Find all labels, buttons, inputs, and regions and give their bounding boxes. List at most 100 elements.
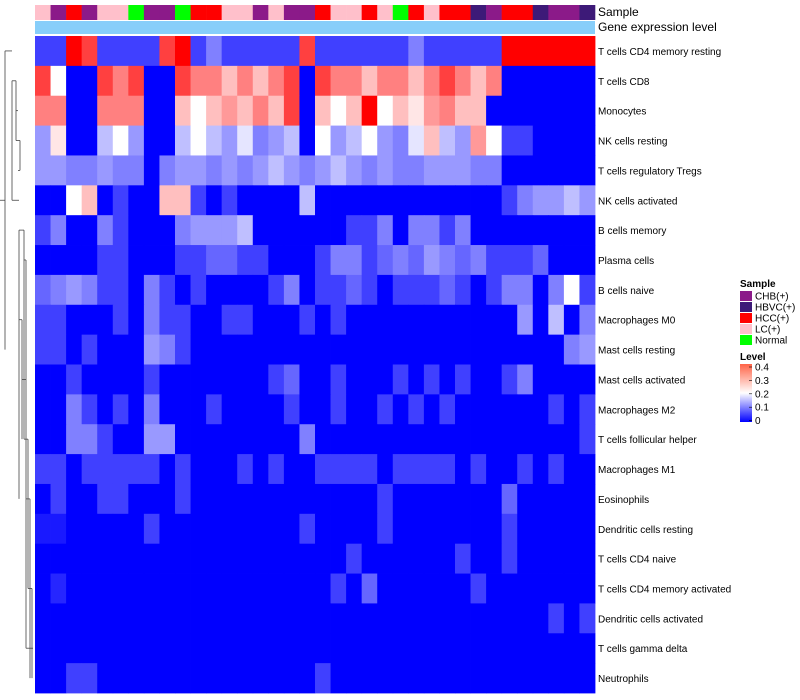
heatmap-cell [268,394,285,425]
heatmap-cell [439,155,456,186]
heatmap-cell [501,364,518,395]
heatmap-cell [283,513,300,545]
sample-annotation-cell [439,5,456,20]
heatmap-cell [268,573,285,604]
heatmap-cell [268,36,285,67]
heatmap-cell [532,663,549,694]
heatmap-cell [112,215,129,246]
row-label: T cells CD8 [598,77,650,88]
row-labels: T cells CD4 memory resting T cells CD8 Mon… [598,47,731,685]
heatmap-cell [439,95,456,126]
heatmap-cell [128,483,145,515]
heatmap-cell [408,573,425,604]
heatmap-cell [377,334,394,365]
legend-sample-label: HBVC(+) [755,303,795,314]
heatmap-cell [517,274,534,306]
sample-annotation-cell [486,5,502,20]
heatmap-cell [579,245,596,276]
heatmap-cell [470,573,487,604]
heatmap-cell [237,633,254,664]
heatmap-cell [330,185,347,216]
heatmap-cell [66,633,83,664]
heatmap-cell [563,543,580,574]
heatmap-cell [221,543,238,574]
heatmap-cell [283,663,300,694]
heatmap-cell [81,245,98,276]
heatmap-cell [175,543,191,574]
heatmap-cell [283,215,300,246]
heatmap-cell [175,424,191,455]
heatmap-cell [392,95,409,126]
heatmap-cell [486,543,503,574]
row-label: Mast cells activated [598,375,685,386]
heatmap-cell [517,95,534,126]
heatmap-cell [501,663,518,694]
heatmap-cell [112,513,129,545]
heatmap-cell [299,125,316,156]
heatmap-cell [283,424,300,455]
heatmap-cell [143,603,160,634]
heatmap-cell [377,245,394,276]
sample-annotation-cell [377,5,394,20]
heatmap-cell [563,245,580,276]
legend-level-title: Level [740,352,766,363]
heatmap-cell [81,65,98,97]
heatmap-cell [221,274,238,306]
heatmap-cell [112,424,129,455]
legend-sample-label: Normal [755,336,787,347]
heatmap-cell [128,155,145,186]
heatmap-cell [268,454,285,485]
legend-sample-swatch [740,313,752,323]
heatmap-cell [221,125,238,156]
heatmap-cell [35,274,51,306]
heatmap-cell [237,334,254,365]
heatmap-cell [439,274,456,306]
heatmap-cell [159,513,176,545]
heatmap-cell [439,543,456,574]
heatmap-cell [252,334,269,365]
heatmap-cell [143,304,160,336]
heatmap-cell [299,543,316,574]
heatmap-cell [128,334,145,365]
heatmap-cell [128,633,145,664]
heatmap-cell [423,245,440,276]
heatmap-cell [532,424,549,455]
sample-annotation-cell [299,5,316,20]
heatmap-cell [548,543,565,574]
heatmap-cell [408,394,425,425]
heatmap-cell [346,424,363,455]
heatmap-cell [392,394,409,425]
heatmap-cell [532,633,549,664]
heatmap-cell [50,483,67,515]
heatmap-cell [330,65,347,97]
heatmap-cell [361,215,378,246]
heatmap-cell [377,215,394,246]
heatmap-cell [377,274,394,306]
heatmap-cell [175,364,191,395]
row-label: Macrophages M2 [598,405,676,416]
heatmap-cell [159,65,176,97]
heatmap-cell [252,364,269,395]
heatmap-cell [283,274,300,306]
heatmap-cell [206,245,223,276]
heatmap-cell [377,125,394,156]
heatmap-cell [190,125,207,156]
heatmap-cell [175,36,191,67]
heatmap-cell [35,573,51,604]
heatmap-cell [143,36,160,67]
heatmap-cell [159,95,176,126]
heatmap-cell [283,364,300,395]
heatmap-cell [237,543,254,574]
heatmap-cell [563,215,580,246]
heatmap-cell [548,65,565,97]
heatmap-cell [392,185,409,216]
heatmap-cell [128,245,145,276]
heatmap-cell [143,663,160,694]
heatmap-cell [81,394,98,425]
heatmap-cell [299,155,316,186]
heatmap-cell [252,215,269,246]
heatmap-cell [548,274,565,306]
heatmap-cell [548,513,565,545]
heatmap-cell [455,364,471,395]
heatmap-cell [423,663,440,694]
